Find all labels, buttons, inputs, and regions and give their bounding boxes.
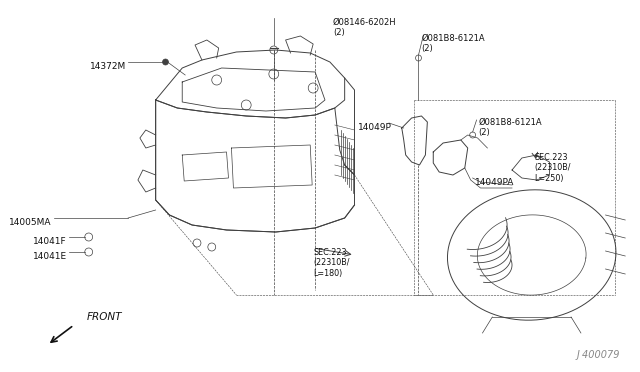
- Text: FRONT: FRONT: [87, 312, 122, 322]
- Text: 14372M: 14372M: [90, 62, 126, 71]
- Text: Ø081B8-6121A
(2): Ø081B8-6121A (2): [479, 118, 542, 137]
- Text: SEC.223
(22310B/
L=180): SEC.223 (22310B/ L=180): [313, 248, 349, 278]
- Text: 14041F: 14041F: [33, 237, 67, 246]
- Text: Ø08146-6202H
(2): Ø08146-6202H (2): [333, 18, 396, 38]
- Text: Ø081B8-6121A
(2): Ø081B8-6121A (2): [422, 34, 485, 54]
- Circle shape: [163, 59, 168, 65]
- Text: 14041E: 14041E: [33, 252, 67, 261]
- Text: 14049P: 14049P: [358, 123, 392, 132]
- Text: 14005MA: 14005MA: [9, 218, 51, 227]
- Text: 14049PA: 14049PA: [475, 178, 514, 187]
- Text: J 400079: J 400079: [577, 350, 620, 360]
- Text: SEC.223
(22310B/
L=250): SEC.223 (22310B/ L=250): [534, 153, 571, 183]
